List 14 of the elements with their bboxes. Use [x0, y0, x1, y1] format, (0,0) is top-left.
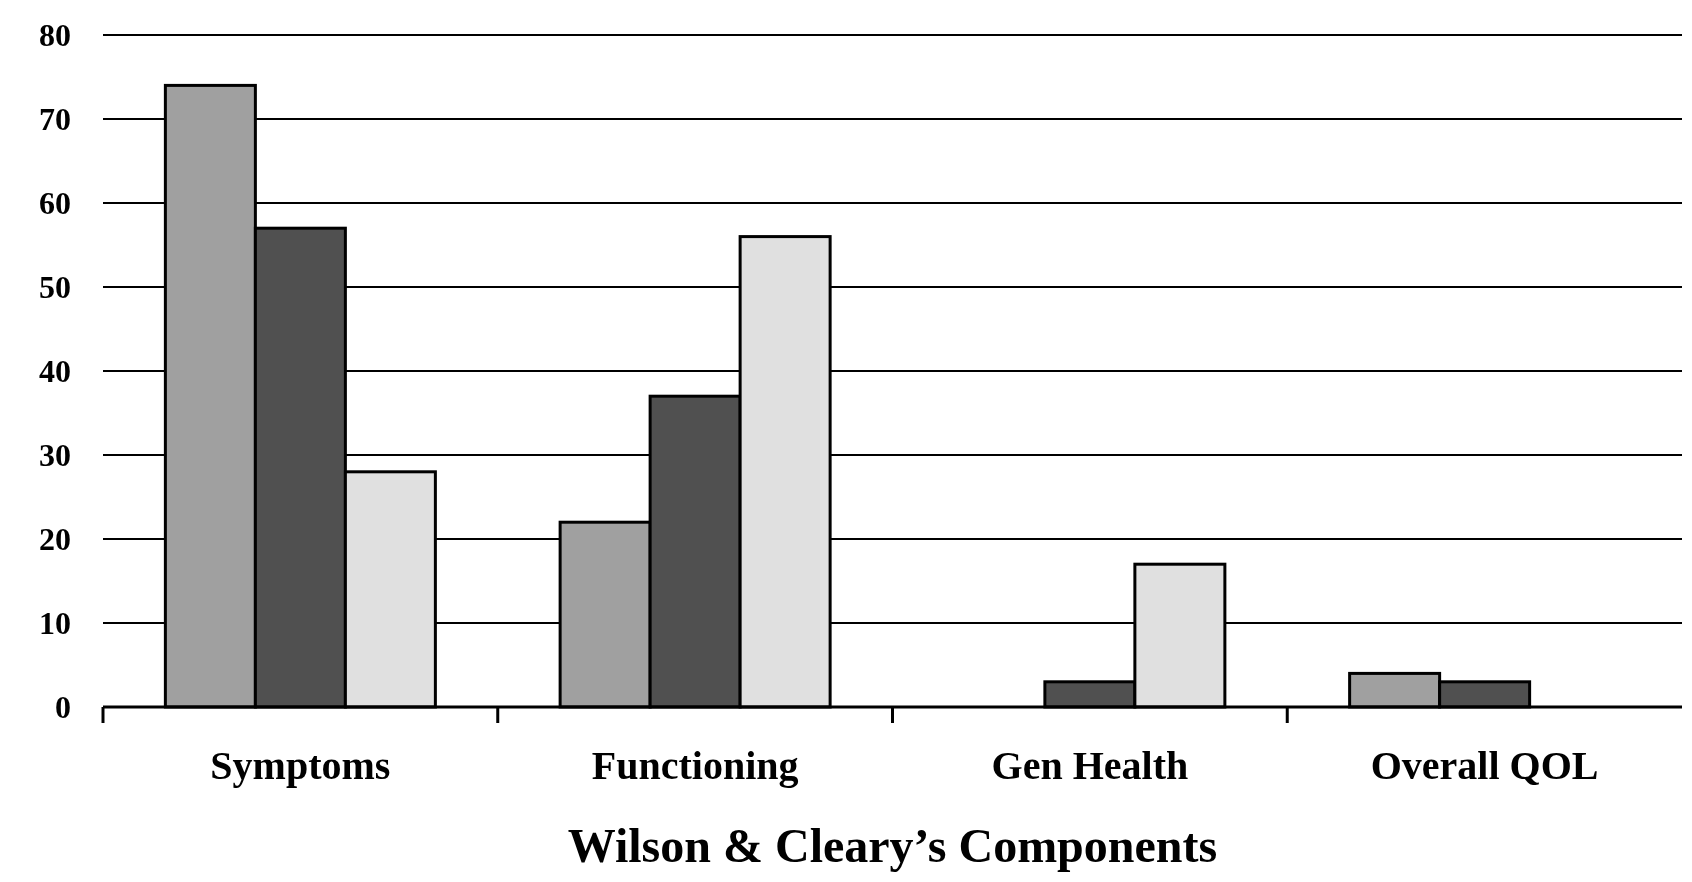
y-tick-label: 70: [39, 101, 71, 138]
y-tick-label: 80: [39, 17, 71, 54]
x-tick-label: Gen Health: [991, 743, 1189, 788]
x-tick-label: Functioning: [591, 743, 799, 788]
y-tick-label: 20: [39, 521, 71, 558]
y-tick-label: 40: [39, 353, 71, 390]
x-axis-title: Wilson & Cleary’s Components: [567, 819, 1218, 872]
x-tick-label: Symptoms: [210, 743, 391, 788]
x-tick-label: Overall QOL: [1370, 743, 1599, 788]
y-tick-label: 10: [39, 605, 71, 642]
y-tick-label: 60: [39, 185, 71, 222]
y-tick-label: 50: [39, 269, 71, 306]
y-tick-label: 0: [55, 689, 71, 726]
y-tick-label: 30: [39, 437, 71, 474]
